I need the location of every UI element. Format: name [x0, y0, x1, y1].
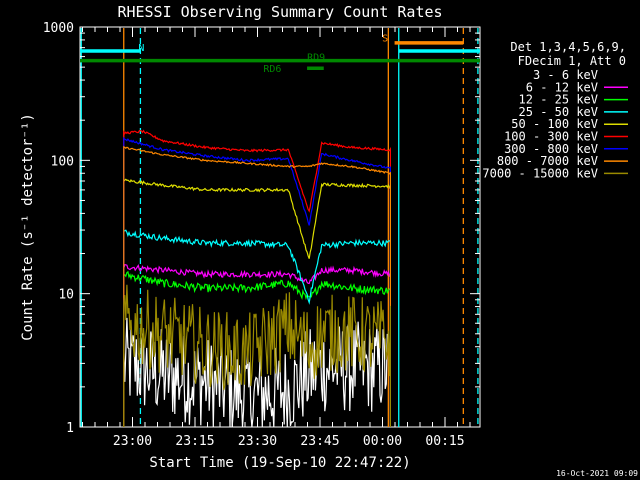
y-tick-label: 1	[66, 421, 74, 436]
x-tick-label: 00:15	[425, 434, 464, 449]
y-tick-label: 10	[58, 288, 74, 303]
x-tick-label: 00:00	[363, 434, 402, 449]
y-axis-label: Count Rate (s⁻¹ detector⁻¹)	[20, 113, 36, 341]
series-line-300-800-kev	[123, 136, 391, 427]
series-line-7000-15000-kev	[123, 284, 391, 427]
legend-header-2: FDecim 1, Att 0	[518, 54, 626, 68]
annotation-n: N	[138, 43, 144, 54]
legend: Det 1,3,4,5,6,9,FDecim 1, Att 03 - 6 keV…	[482, 40, 628, 180]
plot-frame	[79, 26, 481, 428]
x-tick-label: 23:45	[300, 434, 339, 449]
legend-entry-800-7000-kev: 800 - 7000 keV	[497, 154, 598, 168]
annotation-rd6: RD6	[263, 64, 281, 75]
legend-entry-300-800-kev: 300 - 800 keV	[504, 142, 598, 156]
series-line-25-50-kev	[123, 229, 391, 427]
x-axis: 23:00 23:15 23:30 23:45 00:00 00:15	[82, 27, 471, 449]
y-tick-label: 100	[51, 154, 74, 169]
series-lines	[123, 129, 391, 428]
legend-entry-100-300-kev: 100 - 300 keV	[504, 130, 598, 144]
legend-entry-6-12-kev: 6 - 12 keV	[526, 80, 598, 94]
x-axis-label: Start Time (19-Sep-10 22:47:22)	[149, 455, 410, 471]
chart-title: RHESSI Observing Summary Count Rates	[117, 3, 442, 21]
series-line-6-12-kev	[123, 264, 391, 427]
legend-header-1: Det 1,3,4,5,6,9,	[510, 40, 626, 54]
series-line-50-100-kev	[123, 178, 391, 427]
series-line-800-7000-kev	[123, 145, 391, 427]
x-tick-label: 23:00	[113, 434, 152, 449]
series-line-100-300-kev	[123, 129, 391, 427]
plot-area	[79, 26, 481, 428]
series-line-12-25-kev	[123, 270, 391, 427]
footer-timestamp: 16-Oct-2021 09:09	[556, 469, 638, 478]
x-tick-label: 23:30	[238, 434, 277, 449]
legend-entry-12-25-kev: 12 - 25 keV	[519, 93, 598, 107]
legend-entry-7000-15000-kev: 7000 - 15000 keV	[482, 166, 598, 180]
annotation-s: S	[382, 33, 388, 44]
legend-entry-25-50-kev: 25 - 50 keV	[519, 105, 598, 119]
legend-entry-50-100-kev: 50 - 100 keV	[511, 117, 598, 131]
y-axis: 1 10 100 1000	[43, 21, 480, 436]
state-bars	[80, 41, 480, 71]
legend-entry-3-6-kev: 3 - 6 keV	[533, 68, 598, 82]
x-tick-label: 23:15	[175, 434, 214, 449]
y-tick-label: 1000	[43, 21, 74, 36]
annotations: N S RD9 RD6	[138, 33, 388, 75]
annotation-rd9: RD9	[307, 53, 325, 64]
